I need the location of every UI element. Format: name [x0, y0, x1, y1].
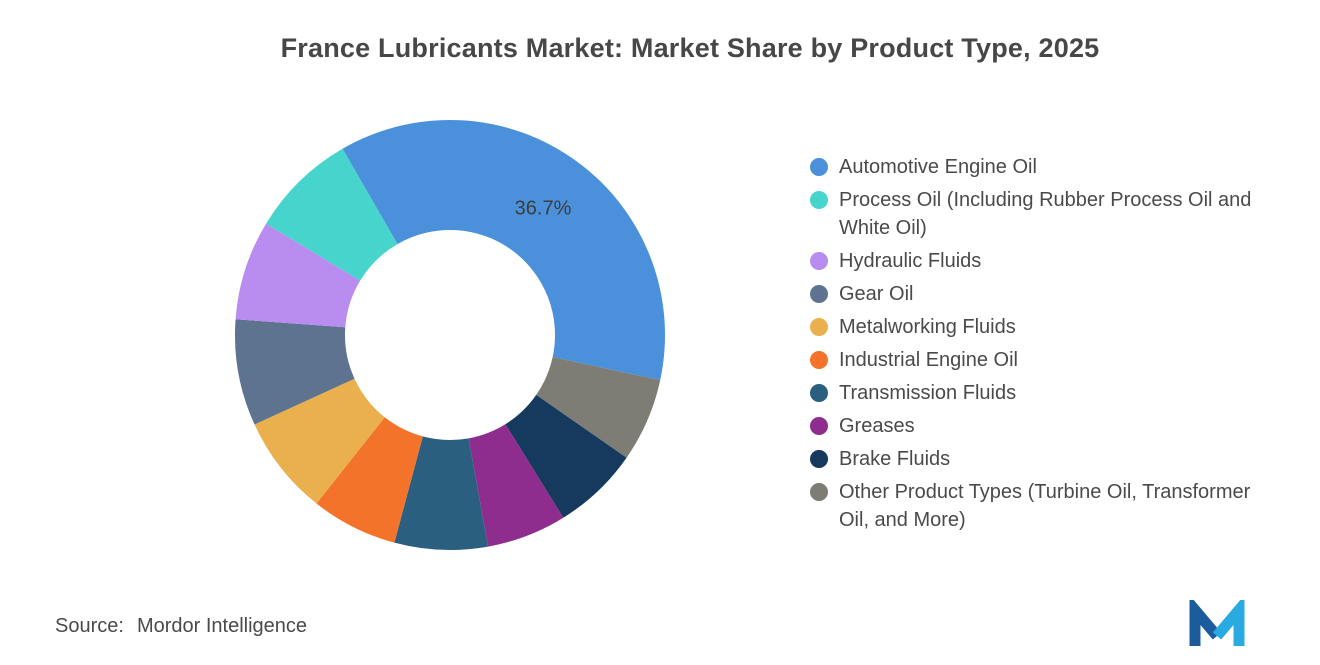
- legend-swatch: [810, 285, 828, 303]
- legend-label: Metalworking Fluids: [839, 316, 1016, 338]
- legend-swatch: [810, 351, 828, 369]
- pie-slice-gear-oil: [235, 319, 355, 425]
- pie-slice-brake-fluids: [505, 394, 627, 518]
- donut-chart: 36.7%: [235, 119, 666, 550]
- pie-slice-automotive-engine-oil: [342, 119, 666, 381]
- legend-item-industrial-engine-oil: Industrial Engine Oil: [810, 346, 1260, 374]
- pie-slice-metalworking-fluids: [254, 378, 385, 504]
- legend-label: Transmission Fluids: [839, 382, 1017, 404]
- legend-label: Brake Fluids: [839, 448, 951, 470]
- pie-slice-other-product-types-turbine-oil-transformer-oil-and-more: [536, 357, 661, 458]
- legend-item-hydraulic-fluids: Hydraulic Fluids: [810, 247, 1260, 275]
- legend-label: Gear Oil: [839, 283, 914, 305]
- legend: Automotive Engine Oil Process Oil (Inclu…: [810, 153, 1260, 539]
- pie-slice-industrial-engine-oil: [316, 417, 423, 543]
- legend-swatch: [810, 191, 828, 209]
- slice-data-label: 36.7%: [515, 197, 572, 219]
- legend-label: Hydraulic Fluids: [839, 250, 982, 272]
- legend-item-gear-oil: Gear Oil: [810, 280, 1260, 308]
- source-row: Source: Mordor Intelligence: [55, 615, 307, 638]
- legend-item-brake-fluids: Brake Fluids: [810, 445, 1260, 473]
- pie-slice-transmission-fluids: [394, 436, 489, 550]
- legend-item-metalworking-fluids: Metalworking Fluids: [810, 313, 1260, 341]
- legend-swatch: [810, 252, 828, 270]
- legend-item-greases: Greases: [810, 412, 1260, 440]
- pie-slice-hydraulic-fluids: [235, 223, 361, 328]
- legend-swatch: [810, 417, 828, 435]
- logo-left-stroke: [1189, 600, 1222, 646]
- pie-slice-process-oil-including-rubber-process-oil-and-white-oil: [266, 148, 398, 281]
- legend-label: Other Product Types (Turbine Oil, Transf…: [839, 481, 1251, 531]
- legend-swatch: [810, 158, 828, 176]
- legend-swatch: [810, 318, 828, 336]
- source-label: Source:: [55, 615, 124, 637]
- pie-slice-greases: [468, 424, 564, 547]
- legend-item-process-oil: Process Oil (Including Rubber Process Oi…: [810, 186, 1260, 242]
- chart-title: France Lubricants Market: Market Share b…: [280, 33, 1100, 63]
- legend-item-automotive-engine-oil: Automotive Engine Oil: [810, 153, 1260, 181]
- legend-item-other-product-types: Other Product Types (Turbine Oil, Transf…: [810, 478, 1260, 534]
- legend-swatch: [810, 483, 828, 501]
- legend-swatch: [810, 450, 828, 468]
- mordor-intelligence-logo: [1189, 600, 1245, 646]
- legend-label: Automotive Engine Oil: [839, 156, 1037, 178]
- legend-swatch: [810, 384, 828, 402]
- legend-item-transmission-fluids: Transmission Fluids: [810, 379, 1260, 407]
- legend-label: Process Oil (Including Rubber Process Oi…: [839, 189, 1252, 239]
- legend-label: Industrial Engine Oil: [839, 349, 1018, 371]
- source-text: Mordor Intelligence: [136, 615, 308, 637]
- legend-label: Greases: [839, 415, 915, 437]
- logo-right-stroke: [1212, 600, 1245, 646]
